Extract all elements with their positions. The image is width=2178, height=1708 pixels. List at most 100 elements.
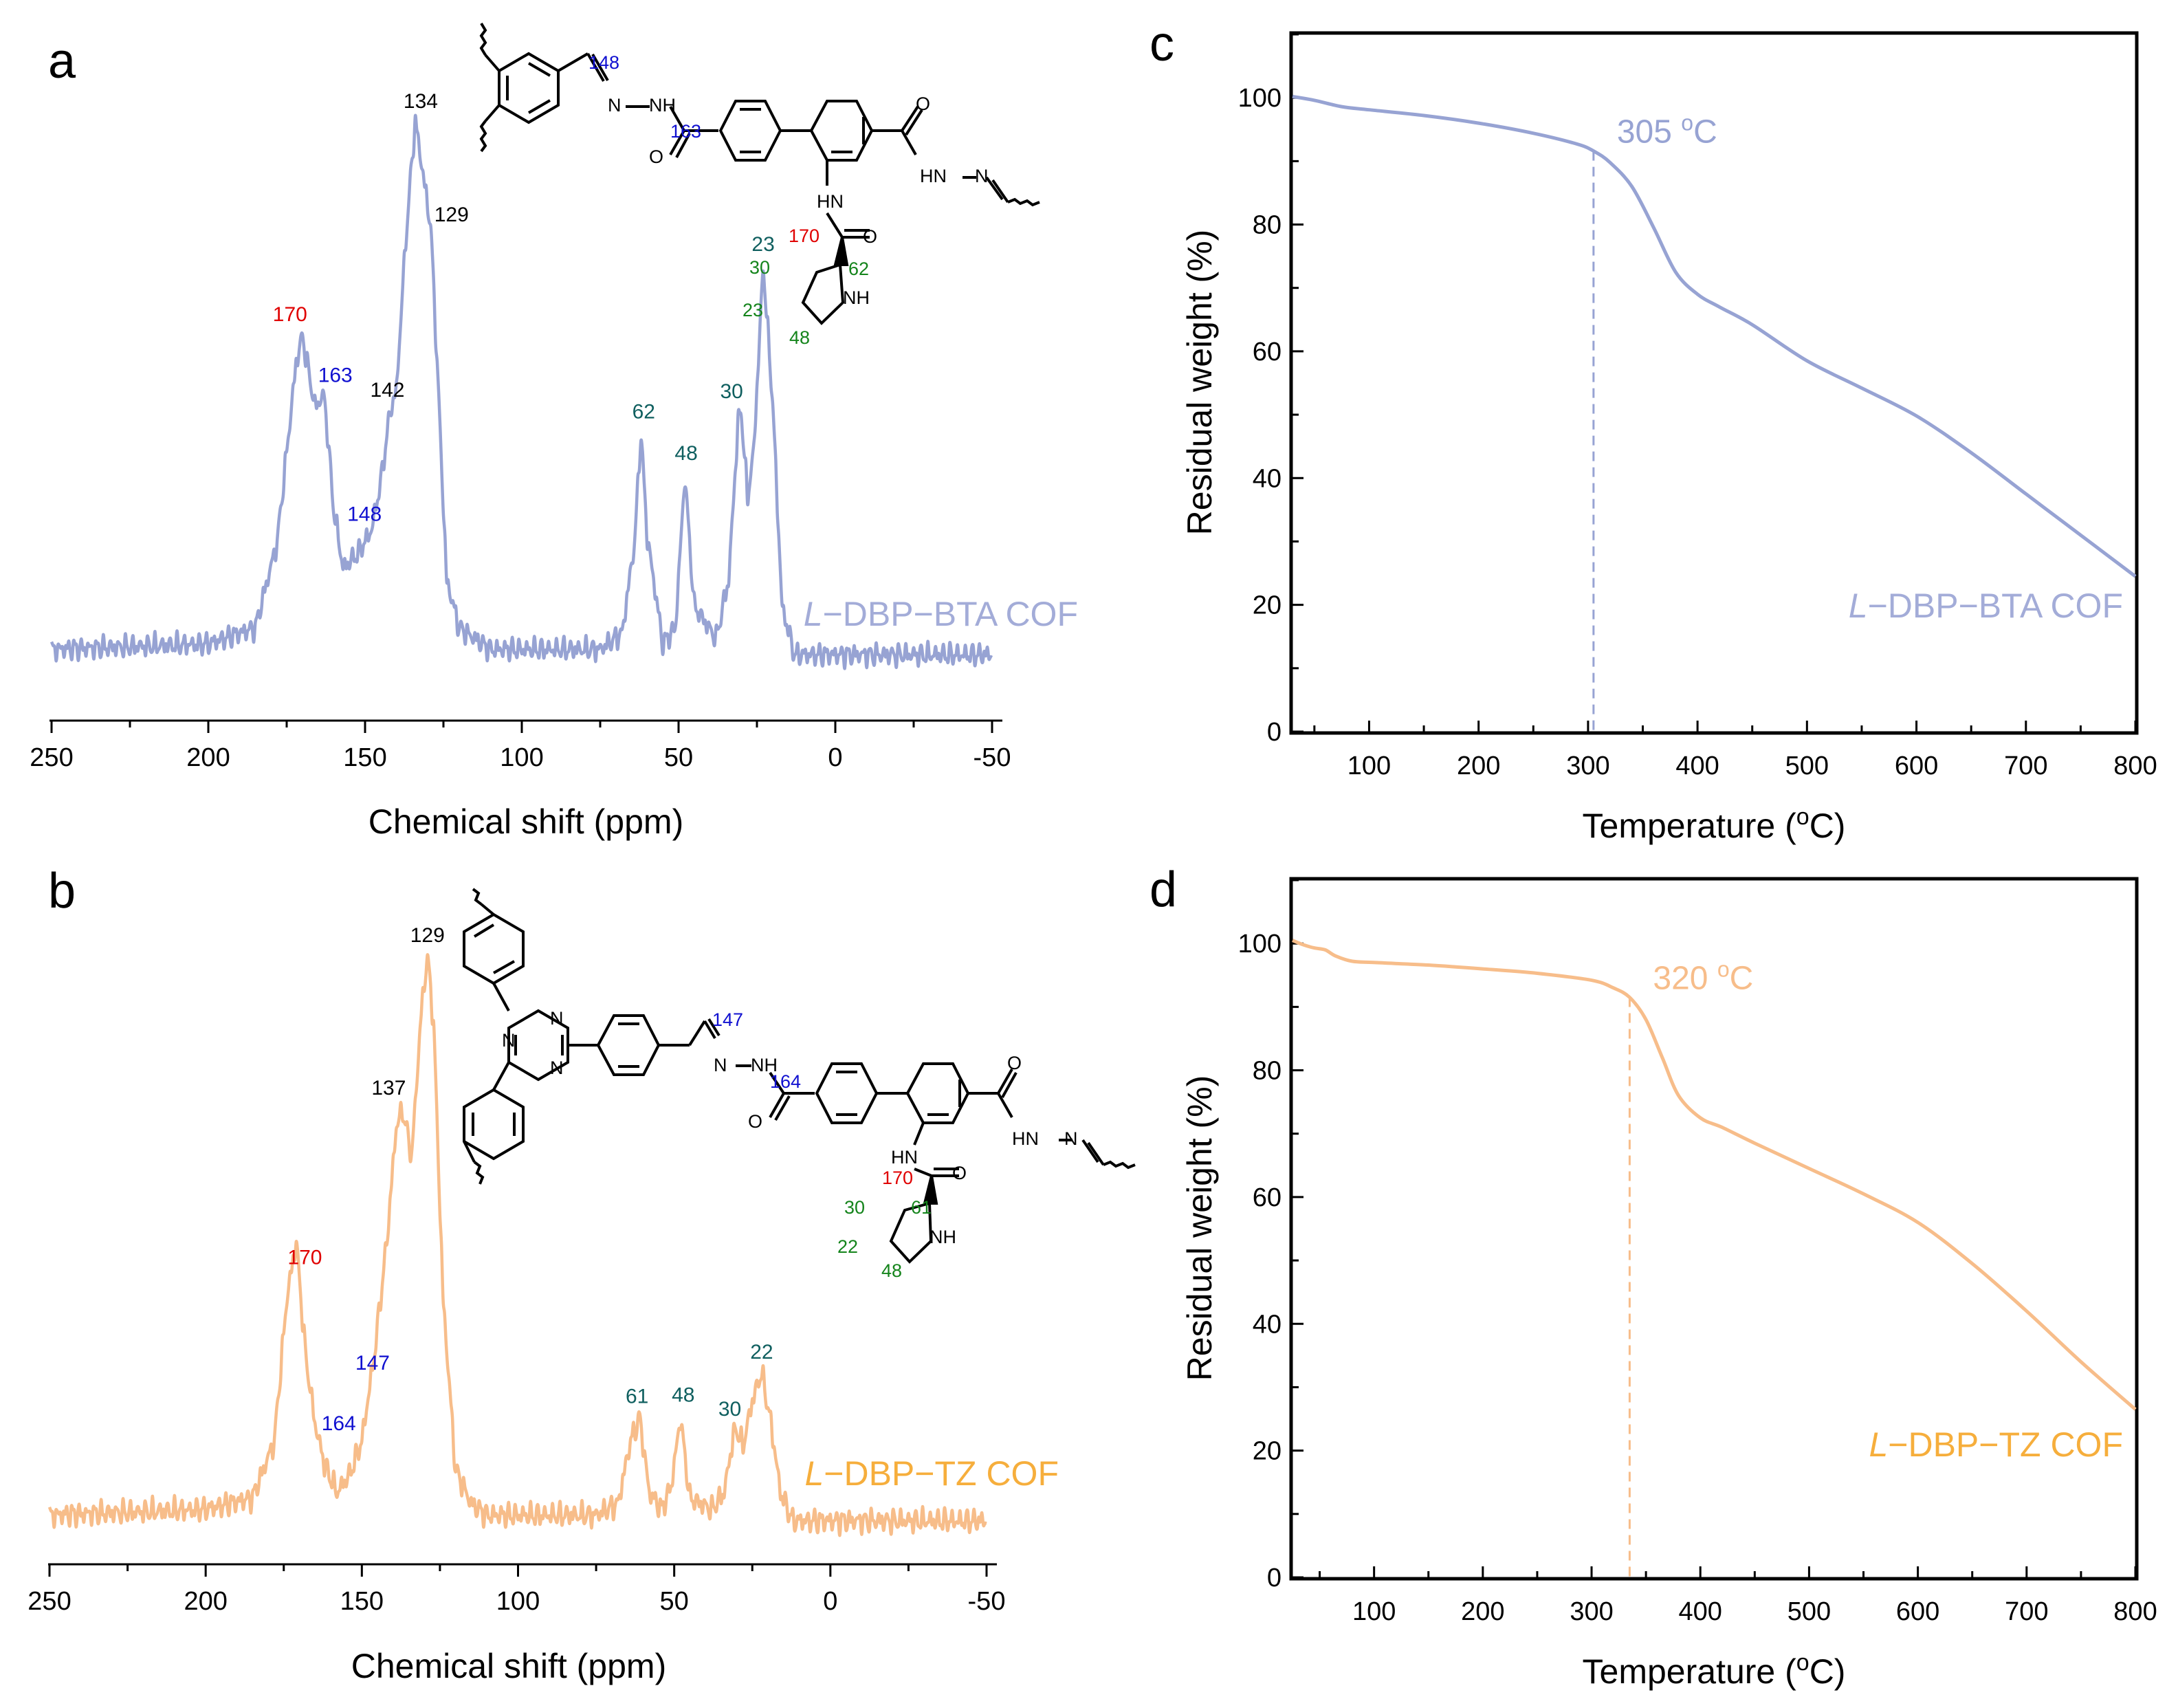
carbon-label-48: 48 [789,327,810,348]
x-ticks-c: 100 200 300 400 500 600 700 800 [1313,721,2157,780]
y-tick-label: 20 [1253,1437,1282,1466]
carbon-label-23: 23 [742,300,763,320]
xlabel-main: Temperature ( [1583,1652,1797,1691]
x-tick-label: 200 [184,1587,227,1616]
carbon-label-148: 148 [588,52,619,73]
peak-label-148: 148 [347,503,382,526]
x-tick-label: 250 [28,1587,71,1616]
onset-unit: C [1693,114,1717,151]
x-tick-label: 300 [1566,752,1609,780]
x-axis-title-c: Temperature (oC) [1583,804,1846,845]
panel-b-nmr: b 250 200 150 100 50 0 -50 129 137 170 164 147 61 48… [28,864,1136,1685]
peak-label-129: 129 [410,924,445,947]
x-tick-label: -50 [974,743,1011,772]
x-tick-label: 100 [1348,752,1391,780]
x-tick-label: 100 [500,743,543,772]
x-tick-label: 0 [823,1587,837,1616]
peak-label-48: 48 [672,1383,694,1406]
carbon-label-61: 61 [911,1197,932,1218]
legend-text: −DBP−TZ COF [1888,1425,2123,1464]
carbon-label-30: 30 [749,257,770,278]
x-tick-label: 500 [1785,752,1829,780]
nmr-spectrum-curve-b [47,953,988,1537]
xlabel-end: C) [1810,1652,1846,1691]
atom-nh: NH [751,1055,778,1075]
atom-n: N [550,1008,564,1029]
atom-o: O [748,1111,762,1132]
atom-n: N [1064,1128,1078,1149]
y-axis-title-d: Residual weight (%) [1180,1075,1219,1381]
atom-o: O [863,226,877,247]
peak-labels-b: 129 137 170 164 147 61 48 30 22 [287,924,773,1435]
atom-n: N [714,1055,727,1075]
structure-tz-labels: N N N N NH O O HN N HN O NH 147 164 170 … [502,1008,1078,1281]
carbon-label-163: 163 [670,121,701,142]
legend-tz-nmr: L−DBP−TZ COF [804,1454,1059,1493]
xlabel-sup: o [1796,804,1810,830]
y-ticks-c: 0 20 40 60 80 100 [1238,33,1304,747]
peak-label-23: 23 [751,233,774,256]
peak-label-48: 48 [674,442,697,465]
atom-n: N [502,1030,516,1051]
atom-n: N [975,166,989,186]
carbon-label-147: 147 [712,1009,743,1030]
atom-hn: HN [920,166,947,186]
legend-tz-tga: L−DBP−TZ COF [1869,1425,2123,1464]
peak-label-147: 147 [355,1352,390,1375]
peak-label-142: 142 [370,379,404,402]
atom-nh: NH [930,1227,956,1247]
y-tick-label: 80 [1253,211,1282,240]
carbon-label-170: 170 [789,226,820,246]
y-tick-label: 0 [1267,718,1282,747]
x-tick-label: 800 [2113,1597,2157,1626]
panel-c-tga: c 100 200 300 400 500 600 700 800 0 20 40 60 80 100 … [1150,17,2157,845]
x-tick-label: 600 [1896,1597,1939,1626]
onset-unit: C [1730,961,1754,997]
legend-text: −DBP−BTA COF [823,595,1078,633]
onset-label-c: 305 oC [1617,111,1717,151]
atom-hn: HN [891,1147,918,1168]
xlabel-end: C) [1810,807,1846,845]
x-axis-title-b: Chemical shift (ppm) [351,1647,666,1685]
y-axis-title-c: Residual weight (%) [1180,230,1219,536]
peak-label-62: 62 [632,400,655,423]
panel-d-tga: d 100 200 300 400 500 600 700 800 0 20 40 60 80 100 … [1150,862,2157,1691]
x-ticks-d: 100 200 300 400 500 600 700 800 [1319,1566,2157,1626]
x-tick-label: 600 [1895,752,1938,780]
x-tick-label: 400 [1679,1597,1722,1626]
atom-o: O [952,1163,967,1183]
atom-hn: HN [1012,1128,1039,1149]
degree-sup: o [1717,957,1730,982]
peak-label-170: 170 [273,303,307,326]
atom-nh: NH [649,95,676,116]
atom-n: N [550,1058,564,1078]
legend-italic: L [1869,1425,1888,1464]
x-tick-label: 400 [1675,752,1719,780]
x-tick-label: 700 [2005,1597,2048,1626]
y-tick-label: 40 [1253,464,1282,493]
x-tick-label: -50 [968,1587,1006,1616]
legend-bta-nmr: L−DBP−BTA COF [804,595,1078,633]
carbon-label-164: 164 [770,1071,801,1092]
atom-nh: NH [843,287,870,308]
carbon-label-48: 48 [881,1260,902,1281]
y-tick-label: 80 [1253,1057,1282,1086]
legend-bta-tga: L−DBP−BTA COF [1849,587,2123,625]
panel-label-c: c [1150,17,1174,72]
x-axis-title-d: Temperature (oC) [1583,1650,1846,1691]
carbon-label-170: 170 [882,1168,913,1188]
x-tick-label: 700 [2004,752,2047,780]
x-tick-label: 0 [828,743,842,772]
x-tick-label: 150 [343,743,386,772]
legend-italic: L [1849,587,1868,625]
peak-label-137: 137 [371,1077,406,1099]
panel-label-b: b [48,864,76,919]
nmr-spectrum-curve-a [50,113,993,670]
x-tick-label: 50 [664,743,693,772]
peak-label-134: 134 [404,90,438,113]
x-tick-label: 800 [2113,752,2157,780]
x-tick-label: 150 [340,1587,384,1616]
legend-italic: L [804,595,823,633]
x-ticks-a: 250 200 150 100 50 0 -50 [30,721,1011,772]
